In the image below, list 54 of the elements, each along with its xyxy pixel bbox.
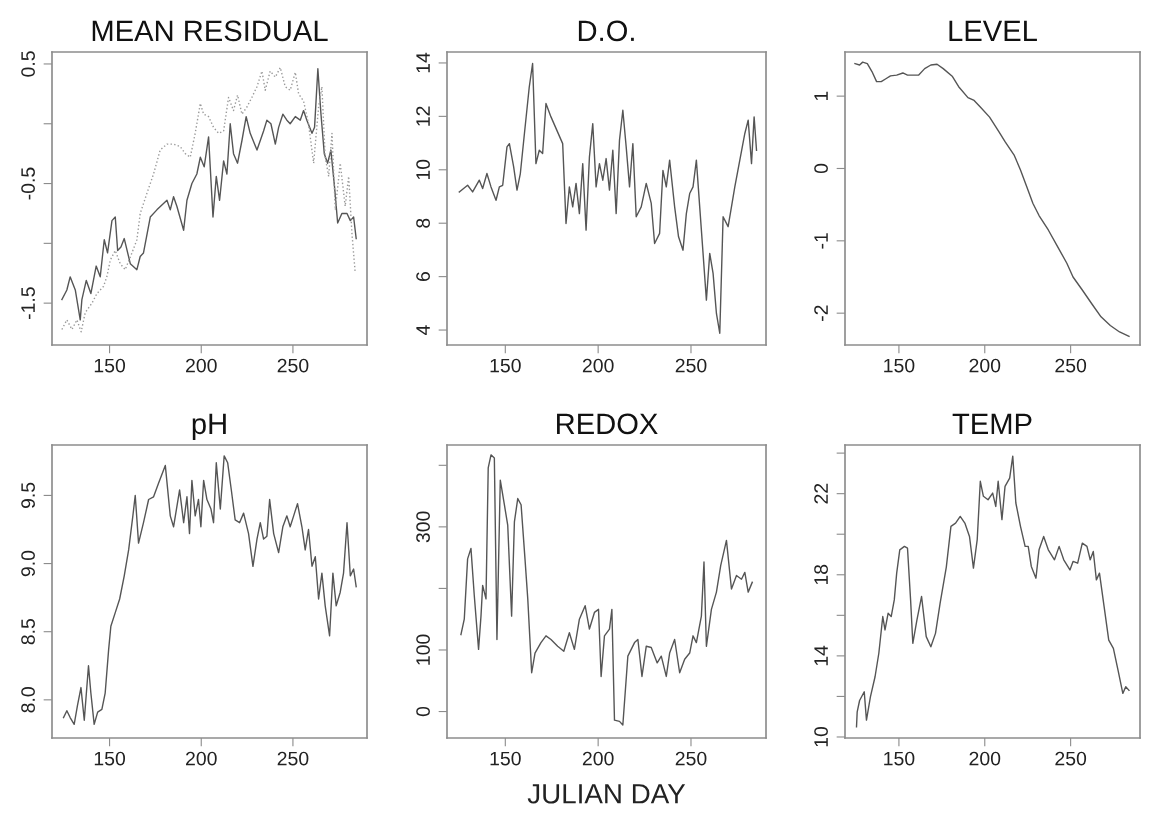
y-tick-label: 1 <box>814 91 828 101</box>
y-tick-label: 0 <box>814 163 828 174</box>
x-tick-label: 150 <box>490 751 521 766</box>
chart-title: LEVEL <box>949 20 1037 41</box>
y-tick-label: 0.5 <box>21 51 35 77</box>
chart-title: TEMP <box>952 413 1032 434</box>
chart-title: pH <box>192 413 226 440</box>
x-tick-label: 150 <box>884 358 915 373</box>
y-tick-label: 4 <box>416 325 430 335</box>
y-tick-label: 18 <box>814 564 828 585</box>
y-tick-label: 300 <box>416 511 430 543</box>
y-tick-label: -2 <box>814 305 828 321</box>
x-tick-label: 150 <box>490 358 521 373</box>
x-axis-title: JULIAN DAY <box>527 784 686 804</box>
x-tick-label: 150 <box>94 358 126 373</box>
x-tick-label: 200 <box>186 358 217 373</box>
x-tick-label: 150 <box>94 751 126 766</box>
chart-title: REDOX <box>557 413 658 435</box>
y-tick-label: -1.5 <box>21 287 35 320</box>
x-tick-label: 250 <box>1055 751 1087 766</box>
chart-title: D.O. <box>578 20 634 42</box>
x-tick-label: 150 <box>884 751 915 766</box>
y-tick-label: 100 <box>416 634 430 665</box>
x-tick-label: 250 <box>277 751 309 766</box>
y-tick-label: 8.5 <box>21 619 35 645</box>
y-tick-label: 8 <box>416 218 430 228</box>
line-series <box>458 62 758 334</box>
y-tick-label: 0 <box>416 706 430 717</box>
y-tick-label: 8.0 <box>21 687 35 713</box>
x-tick-label: 200 <box>186 751 217 766</box>
y-tick-label: 14 <box>814 645 828 666</box>
x-tick-label: 250 <box>675 358 707 373</box>
y-tick-label: 12 <box>416 106 430 126</box>
x-tick-label: 200 <box>969 751 1001 766</box>
y-tick-label: 14 <box>416 52 430 73</box>
y-tick-label: 22 <box>814 483 828 504</box>
x-tick-label: 200 <box>582 358 614 373</box>
line-series <box>62 455 357 726</box>
y-tick-label: 10 <box>416 159 430 180</box>
line-series <box>460 454 753 726</box>
x-tick-label: 250 <box>675 751 707 766</box>
x-tick-label: 200 <box>969 358 1001 373</box>
y-tick-label: 9.5 <box>21 482 35 509</box>
y-tick-label: 9.0 <box>21 550 35 577</box>
x-tick-label: 250 <box>1055 358 1087 373</box>
y-tick-label: -0.5 <box>21 167 35 200</box>
x-tick-label: 250 <box>277 358 309 373</box>
line-series <box>854 61 1130 338</box>
chart-title: MEAN RESIDUAL <box>92 20 328 42</box>
y-tick-label: 6 <box>416 272 430 282</box>
x-tick-label: 200 <box>582 751 614 766</box>
line-series <box>855 455 1130 728</box>
y-tick-label: 10 <box>814 726 828 747</box>
y-tick-label: -1 <box>814 233 828 249</box>
